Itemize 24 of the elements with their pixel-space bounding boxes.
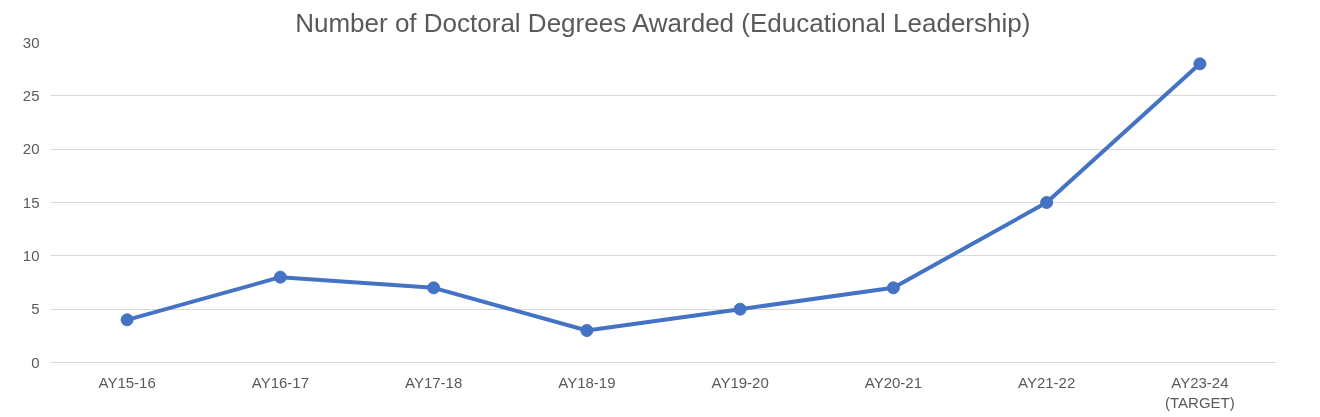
x-tick-label: AY19-20 [711,373,769,391]
point [1193,57,1207,71]
x-tick-label: AY21-22 [1017,373,1076,391]
chart-title: Number of Doctoral Degrees Awarded (Educational Leadership) [295,7,1031,38]
x-tick-label: AY16-17 [251,373,310,391]
point [580,324,594,337]
x-tick-label: AY15-16 [98,373,156,391]
point [120,313,134,327]
y-tick-label: 0 [31,353,40,371]
point [1040,196,1054,209]
x-tick-label: AY20-21 [864,373,923,391]
point [427,281,441,295]
x-tick-label: AY17-18 [404,373,463,391]
y-tick-label: 15 [22,193,40,211]
x-tick-label: AY18-19 [558,373,616,391]
y-tick-label: 25 [22,86,40,104]
y-tick-label: 30 [22,33,40,51]
y-tick-label: 10 [22,246,40,264]
y-tick-label: 20 [22,140,40,158]
point [733,302,747,316]
point [886,281,900,295]
y-tick-label: 5 [31,300,40,318]
point [273,270,287,284]
x-tick-label: AY23-24 (TARGET) [1165,373,1235,411]
